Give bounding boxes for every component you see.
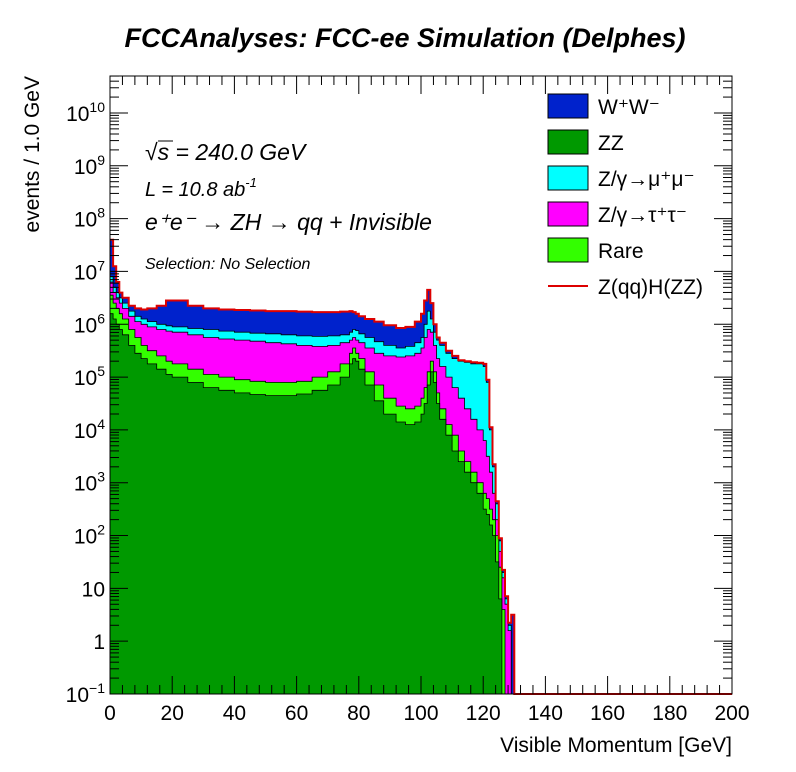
legend-swatch-z [547,201,589,227]
y-tick-label: 10−1 [66,680,106,707]
x-tick-label: 100 [403,702,438,725]
x-tick-label: 160 [590,702,625,725]
line-zqq-hzz [110,238,732,695]
y-tick-label: 10 [82,578,105,601]
x-axis: 0 20 40 60 80 100 120 140 160 180 200 [104,76,750,725]
legend-label-z-qq-h-zz: Z(qq)H(ZZ) [598,276,703,299]
chart-title: FCCAnalyses: FCC-ee Simulation (Delphes) [124,23,685,53]
y-tick-label: 104 [74,416,105,443]
sqrt-s: s [158,139,170,165]
legend-label-z: Z/γ→μ⁺μ⁻ [598,168,695,191]
y-axis: 10−1 1 10 102 103 104 105 106 107 108 109 1010 [66,75,732,707]
lumi-annotation: L = 10.8 ab [145,179,245,201]
x-tick-label: 140 [528,702,563,725]
y-tick-label: 105 [74,363,105,390]
energy-annotation: = 240.0 GeV [169,139,308,165]
process-annotation: e⁺e⁻ → ZH → qq + Invisible [145,209,432,235]
x-tick-label: 60 [285,702,308,725]
x-tick-label: 0 [104,702,116,725]
x-tick-label: 20 [161,702,184,725]
lumi-exponent: -1 [245,175,257,190]
stacked-areas [109,239,521,695]
x-tick-label: 180 [652,702,687,725]
y-tick-label: 1 [93,631,105,654]
y-tick-label: 103 [74,469,105,496]
legend: W⁺W⁻ ZZ Z/γ→μ⁺μ⁻ Z/γ→τ⁺τ⁻ Rare Z(qq)H(ZZ) [547,93,703,299]
legend-swatch-rare [547,237,589,263]
svg-text:√s = 240.0 GeV: √s = 240.0 GeV [145,139,308,165]
y-tick-label: 107 [74,257,105,284]
y-tick-label: 106 [74,310,105,337]
legend-label-zz: ZZ [598,132,624,155]
x-tick-label: 120 [466,702,501,725]
y-tick-label: 109 [74,152,105,179]
area-zz [109,313,521,695]
sqrt-symbol: √ [145,139,158,165]
legend-label-z: Z/γ→τ⁺τ⁻ [598,204,687,227]
y-tick-label: 1010 [66,99,105,126]
x-axis-label: Visible Momentum [GeV] [500,734,732,757]
y-axis-label: events / 1.0 GeV [21,76,44,232]
legend-swatch-w [547,93,589,119]
x-tick-label: 80 [347,702,370,725]
legend-swatch-z [547,165,589,191]
y-tick-label: 102 [74,522,105,549]
annotations: √s = 240.0 GeV L = 10.8 ab-1 e⁺e⁻ → ZH →… [145,139,432,273]
selection-annotation: Selection: No Selection [145,256,311,273]
svg-text:L = 10.8 ab-1: L = 10.8 ab-1 [145,175,257,201]
series-lines [110,238,732,695]
legend-label-rare: Rare [598,240,644,263]
x-tick-label: 40 [223,702,246,725]
legend-swatch-zz [547,129,589,155]
x-tick-label: 200 [714,702,749,725]
y-tick-label: 108 [74,205,105,232]
legend-label-w: W⁺W⁻ [598,96,660,119]
